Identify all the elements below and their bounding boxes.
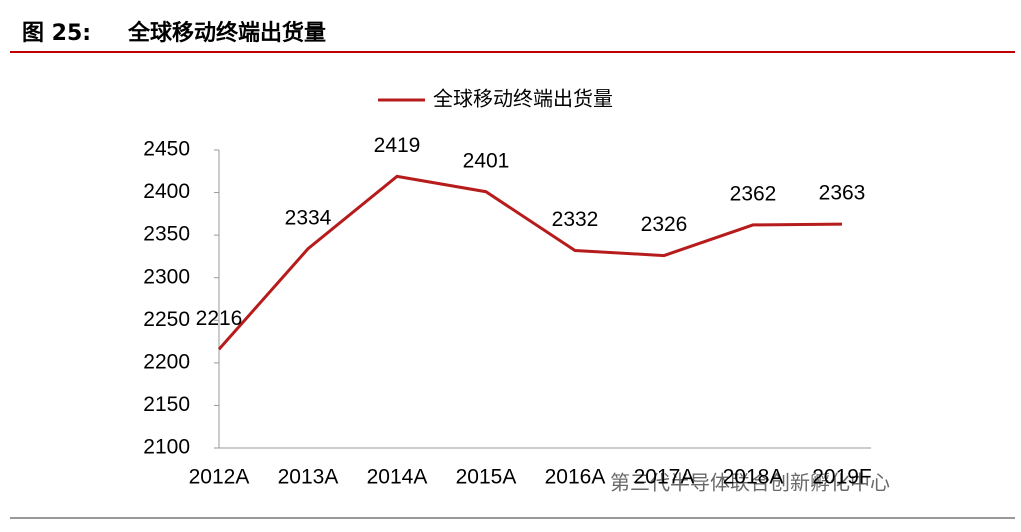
y-tick-label: 2200	[143, 350, 190, 373]
x-tick-label: 2018A	[723, 466, 784, 489]
x-tick-label: 2015A	[456, 466, 517, 489]
data-label: 2332	[552, 208, 599, 231]
data-label: 2362	[730, 182, 777, 205]
legend-label: 全球移动终端出货量	[433, 87, 613, 111]
x-tick-label: 2012A	[189, 466, 250, 489]
data-label: 2401	[463, 149, 510, 172]
y-tick-label: 2450	[143, 138, 190, 161]
data-label: 2216	[196, 307, 243, 330]
x-tick-label: 2017A	[634, 466, 695, 489]
watermark: 第三代半导体联合创新孵化中心	[610, 471, 890, 495]
data-label: 2363	[819, 182, 866, 205]
y-tick-label: 2350	[143, 223, 190, 246]
x-tick-label: 2014A	[367, 466, 428, 489]
data-label: 2334	[285, 206, 332, 229]
figure-label: 图 25:	[22, 21, 91, 46]
series-line	[217, 174, 843, 351]
y-tick-label: 2150	[143, 393, 190, 416]
y-tick-label: 2100	[143, 436, 190, 459]
y-tick-label: 2250	[143, 308, 190, 331]
data-label: 2326	[641, 213, 688, 236]
y-tick-label: 2300	[143, 265, 190, 288]
data-label: 2419	[374, 134, 421, 157]
x-tick-label: 2013A	[278, 466, 339, 489]
x-tick-label: 2016A	[545, 466, 606, 489]
figure-title: 全球移动终端出货量	[127, 20, 326, 46]
x-tick-label: 2019F	[812, 466, 872, 489]
y-tick-label: 2400	[143, 180, 190, 203]
